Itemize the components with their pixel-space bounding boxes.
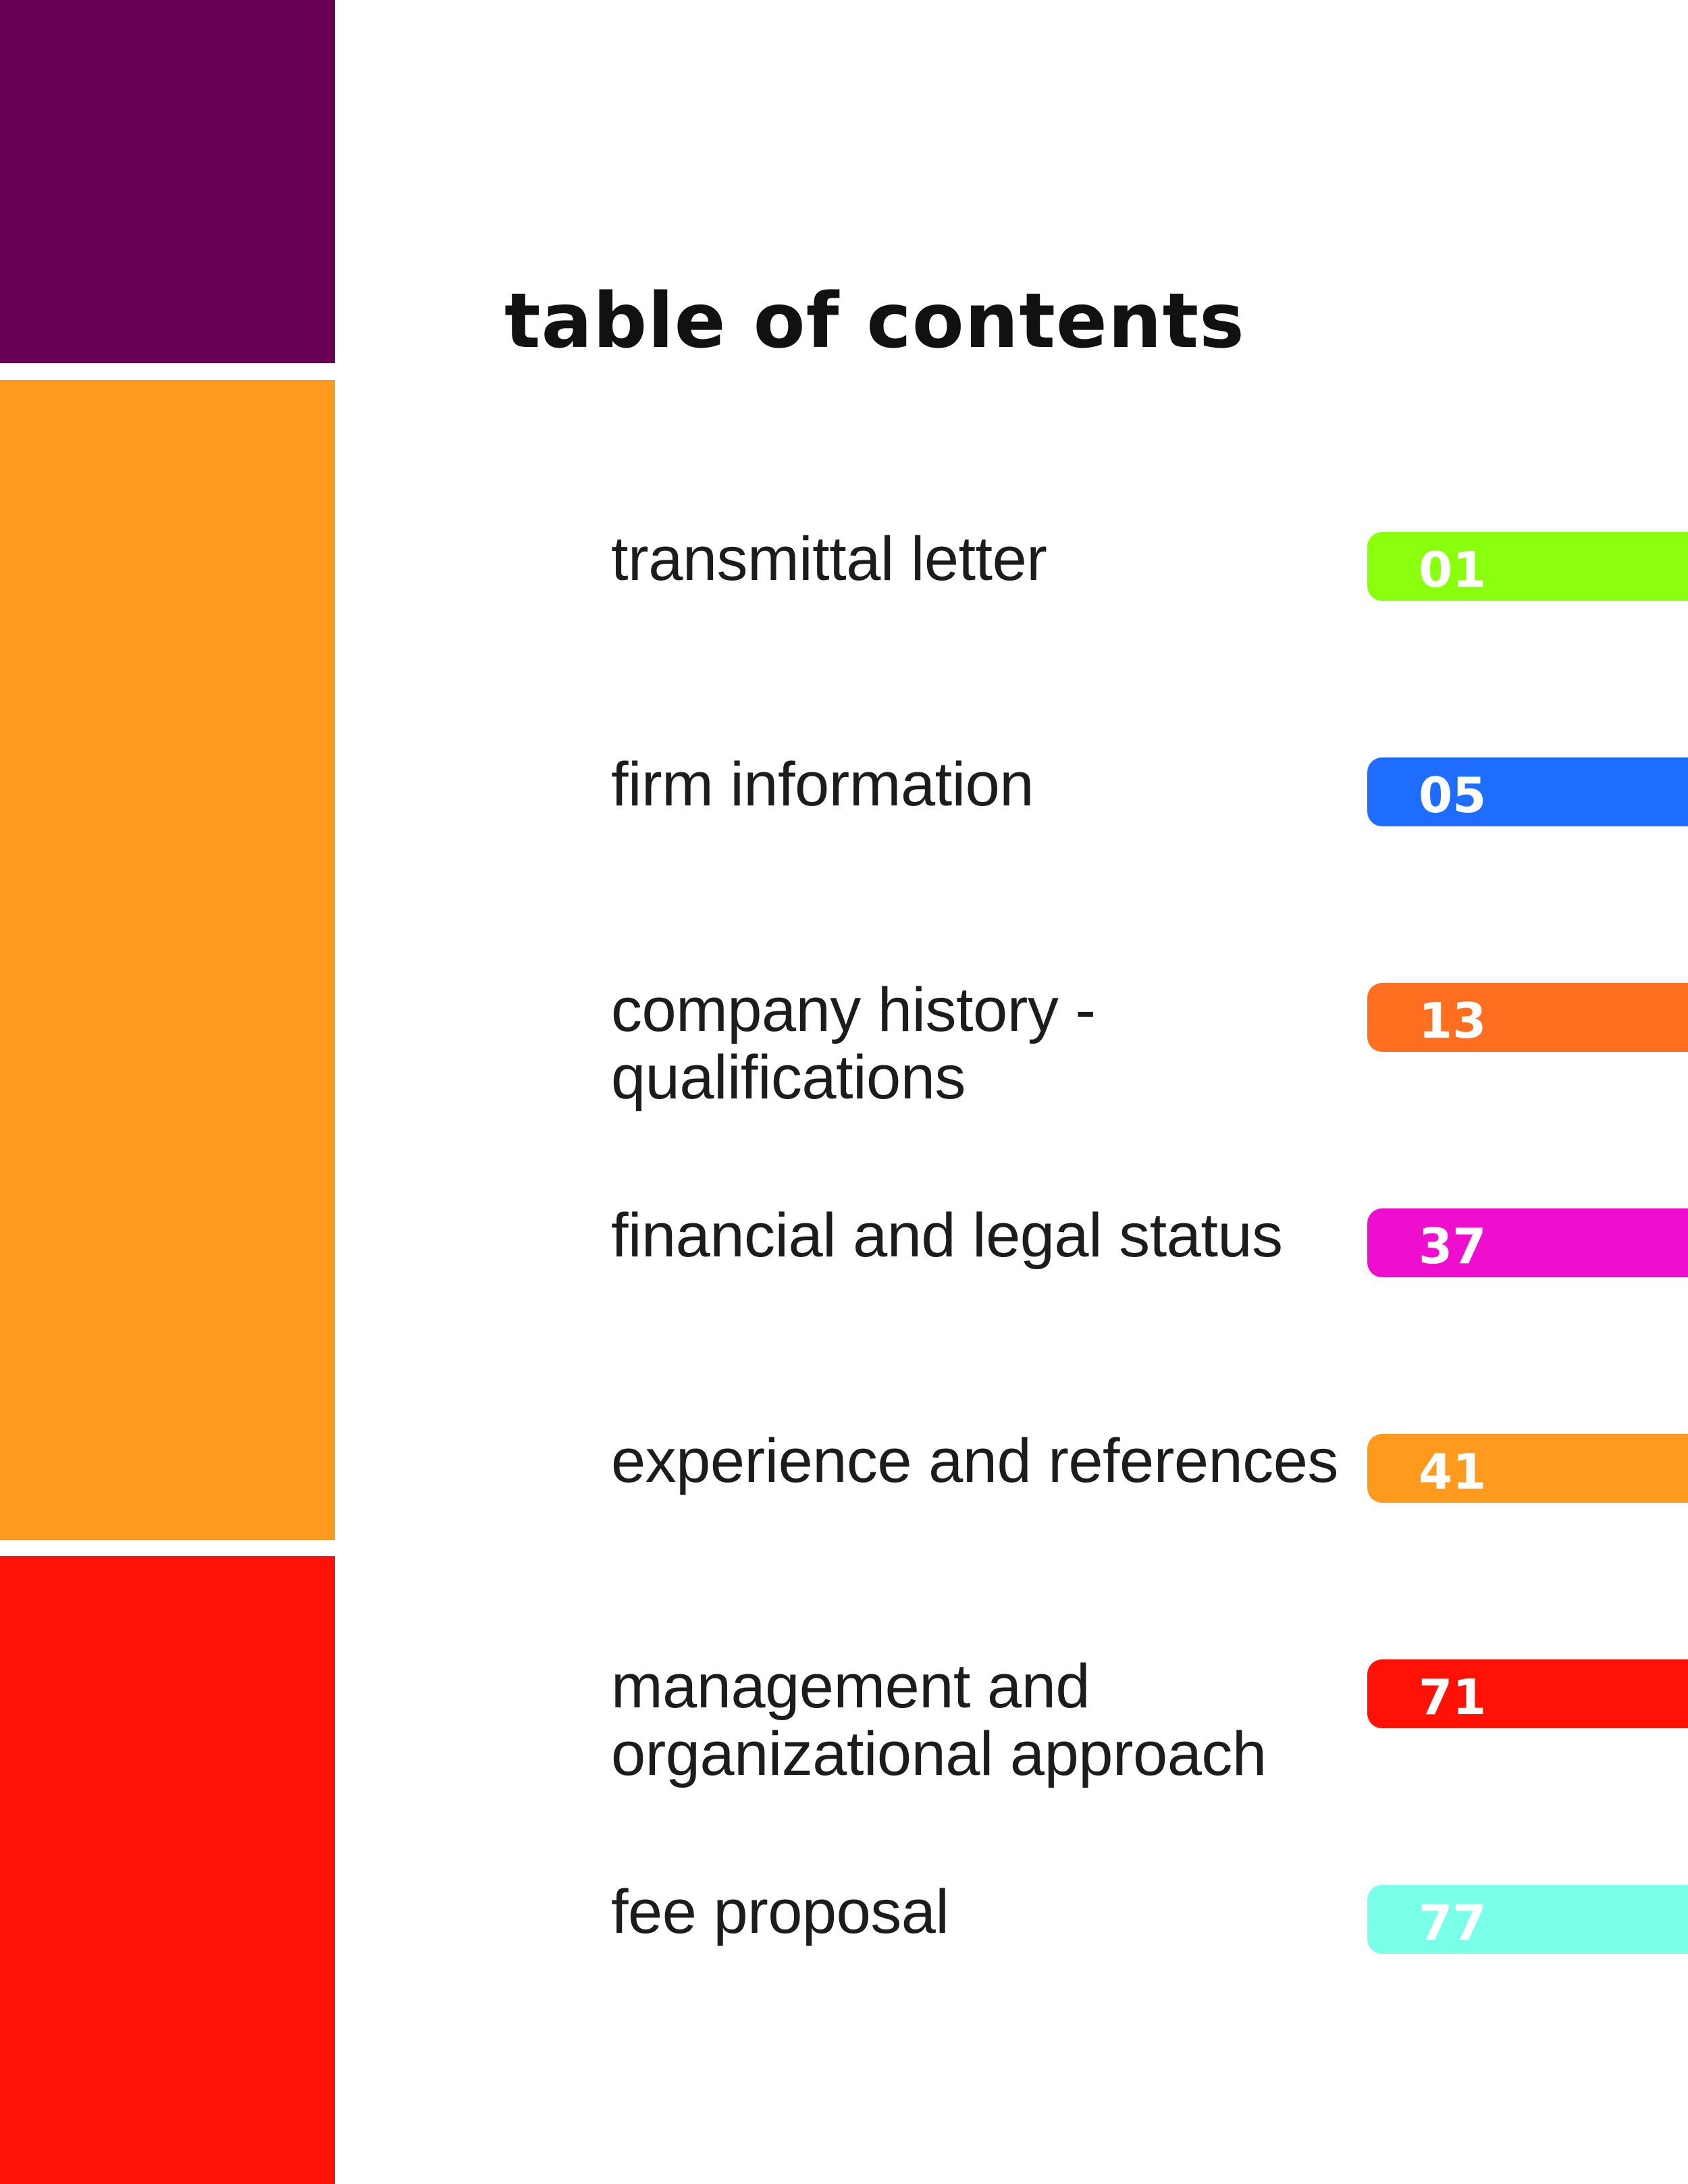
page-number-tab: 01	[1367, 532, 1688, 601]
page-number: 71	[1419, 1669, 1487, 1726]
toc-entry-title-line: firm information	[611, 750, 1034, 819]
page-number: 77	[1419, 1894, 1487, 1951]
page-number: 05	[1419, 767, 1487, 824]
page-title: table of contents	[504, 277, 1245, 365]
toc-entry-title: transmittal letter	[611, 525, 1327, 593]
toc-entry-title: company history - qualifications	[611, 976, 1327, 1111]
page-number-tab: 71	[1367, 1659, 1688, 1728]
toc-entry-title-line: transmittal letter	[611, 525, 1047, 593]
page-number-tab: 05	[1367, 757, 1688, 826]
page-number: 13	[1419, 992, 1487, 1049]
page-number-tab: 77	[1367, 1885, 1688, 1954]
page-number: 41	[1419, 1443, 1487, 1500]
toc-entry-title-line: qualifications	[611, 1043, 966, 1112]
toc-entry-title: management and organizational approach	[611, 1653, 1327, 1788]
toc-entry-title: firm information	[611, 751, 1327, 818]
page-number: 01	[1419, 541, 1487, 598]
toc-entry-title: experience and references	[611, 1427, 1338, 1495]
page-number: 37	[1419, 1218, 1487, 1275]
toc-entry-title-line: organizational approach	[611, 1720, 1267, 1788]
page-number-tab: 13	[1367, 983, 1688, 1052]
toc-entry-title: fee proposal	[611, 1878, 1327, 1946]
toc-entry-title-line: experience and references	[611, 1427, 1338, 1495]
sidebar-band-orange	[0, 380, 335, 1540]
toc-entry-title-line: financial and legal status	[611, 1201, 1283, 1270]
toc-entry-title-line: management and	[611, 1652, 1090, 1721]
sidebar-band-purple	[0, 0, 335, 363]
page-number-tab: 41	[1367, 1434, 1688, 1503]
sidebar-band-red	[0, 1556, 335, 2184]
page-number-tab: 37	[1367, 1208, 1688, 1277]
toc-entry-title-line: fee proposal	[611, 1877, 949, 1946]
toc-entry-title: financial and legal status	[611, 1202, 1327, 1269]
toc-entry-title-line: company history -	[611, 976, 1096, 1044]
